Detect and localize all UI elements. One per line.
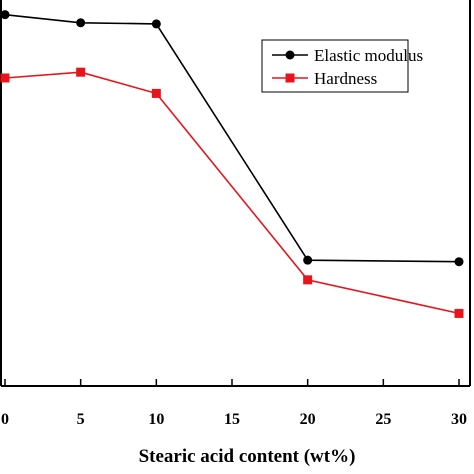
series-elastic-modulus <box>0 10 464 267</box>
legend-box <box>261 39 409 93</box>
legend: Elastic modulus Hardness <box>261 39 423 93</box>
x-tick-label: 30 <box>451 411 467 428</box>
legend-marker <box>285 50 295 60</box>
legend-marker <box>285 73 295 83</box>
series-hardness <box>0 67 464 318</box>
data-point <box>454 308 464 318</box>
data-point <box>0 10 10 20</box>
x-tick-label: 15 <box>224 411 240 428</box>
legend-item: Elastic modulus <box>272 46 423 65</box>
data-point <box>0 73 10 83</box>
plot-frame <box>0 0 471 387</box>
data-point <box>303 255 313 265</box>
data-point <box>454 257 464 267</box>
legend-label: Elastic modulus <box>314 46 423 65</box>
legend-item: Hardness <box>272 69 377 88</box>
data-point <box>76 67 86 77</box>
x-axis-ticks: 0 5 10 15 20 25 30 <box>1 379 467 428</box>
x-axis-title: Stearic acid content (wt%) <box>139 446 356 467</box>
x-tick-label: 20 <box>300 411 316 428</box>
data-point <box>151 88 161 98</box>
x-tick-label: 10 <box>148 411 164 428</box>
x-tick-label: 0 <box>1 411 9 428</box>
data-point <box>151 19 161 29</box>
data-point <box>76 18 86 28</box>
x-tick-label: 25 <box>375 411 391 428</box>
x-tick-label: 5 <box>77 411 85 428</box>
data-point <box>303 275 313 285</box>
series-layer <box>0 10 464 318</box>
series-line <box>4 71 460 315</box>
legend-label: Hardness <box>314 69 377 88</box>
